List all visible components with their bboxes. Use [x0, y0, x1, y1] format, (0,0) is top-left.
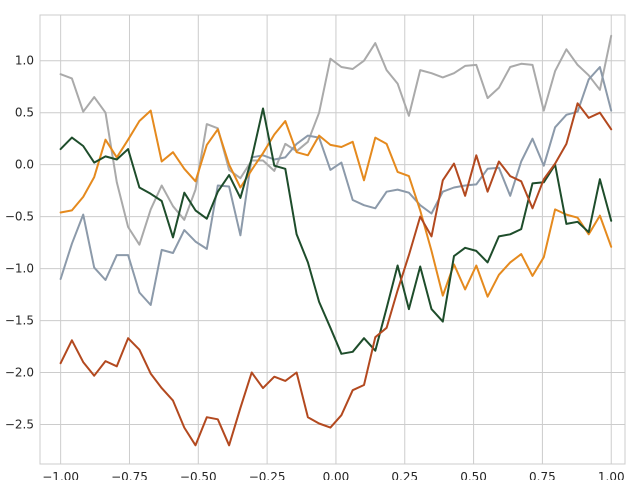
y-tick-label: −1.0	[5, 262, 34, 276]
series-line-1	[59, 34, 613, 246]
y-tick-label: 0.0	[15, 158, 34, 172]
x-tick-label: −0.75	[111, 470, 148, 480]
series-line-2	[59, 66, 613, 306]
y-tick-label: −2.5	[5, 418, 34, 432]
y-tick-label: 0.5	[15, 106, 34, 120]
x-tick-label: 0.00	[323, 470, 350, 480]
x-tick-label: 0.50	[460, 470, 487, 480]
y-tick-label: 1.0	[15, 54, 34, 68]
y-tick-label: −2.0	[5, 366, 34, 380]
plot-area	[39, 14, 626, 465]
y-tick-label: −0.5	[5, 210, 34, 224]
series-group	[59, 34, 613, 447]
x-tick-label: 0.75	[529, 470, 556, 480]
series-line-5	[59, 102, 613, 447]
x-tick-label: 0.25	[391, 470, 418, 480]
y-tick-label: −1.5	[5, 314, 34, 328]
x-tick-label: −0.50	[180, 470, 217, 480]
series-line-3	[59, 109, 613, 298]
x-tick-label: −0.25	[249, 470, 286, 480]
x-axis: −1.00 −0.75 −0.50 −0.25 0.00 0.25 0.50 0.75 1.00	[42, 470, 624, 480]
x-tick-label: 1.00	[598, 470, 625, 480]
y-axis: 1.0 0.5 0.0 −0.5 −1.0 −1.5 −2.0 −2.5	[5, 54, 34, 432]
series-line-4	[59, 107, 613, 355]
x-tick-label: −1.00	[42, 470, 79, 480]
